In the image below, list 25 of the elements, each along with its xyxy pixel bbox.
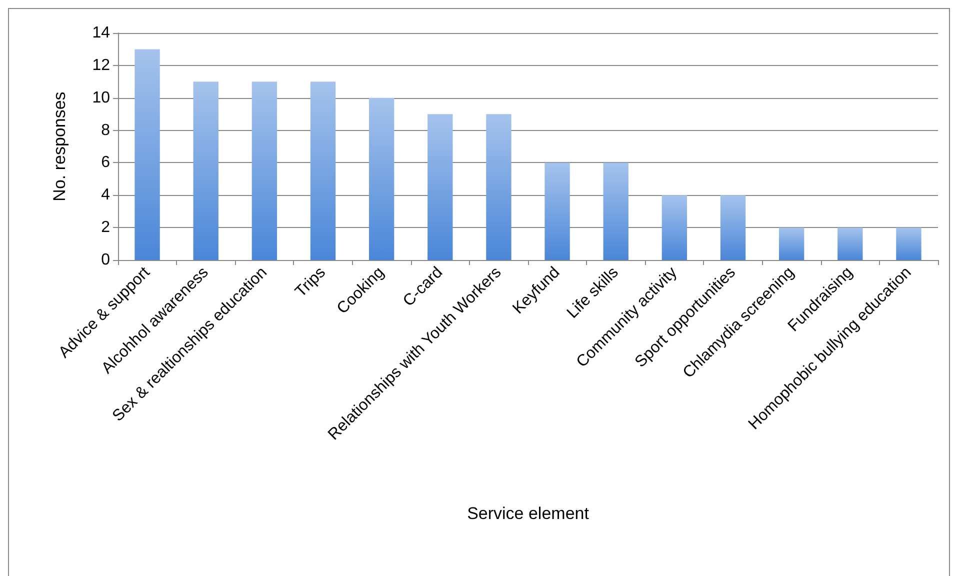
x-tick-label: Trips bbox=[292, 264, 330, 301]
bar bbox=[193, 82, 218, 260]
y-tick-label: 6 bbox=[101, 154, 110, 172]
y-tick-label: 2 bbox=[101, 219, 110, 236]
x-axis-title: Service element bbox=[467, 504, 590, 523]
bar bbox=[252, 82, 278, 260]
bar bbox=[720, 195, 746, 260]
bar bbox=[134, 49, 160, 260]
y-tick-label: 0 bbox=[101, 252, 110, 268]
bar bbox=[603, 162, 628, 260]
y-tick-label: 14 bbox=[92, 24, 110, 42]
bar bbox=[428, 114, 453, 260]
bar bbox=[310, 82, 336, 260]
bar bbox=[778, 228, 804, 260]
bar bbox=[544, 162, 570, 260]
bar bbox=[486, 114, 512, 260]
bar bbox=[896, 228, 922, 260]
bar bbox=[838, 228, 863, 260]
y-tick-label: 12 bbox=[92, 56, 110, 74]
bar bbox=[662, 195, 688, 260]
y-tick-label: 10 bbox=[92, 89, 110, 106]
bar bbox=[368, 98, 394, 260]
y-tick-label: 8 bbox=[101, 122, 110, 139]
y-tick-label: 4 bbox=[101, 186, 110, 204]
y-axis-title: No. responses bbox=[50, 92, 69, 202]
